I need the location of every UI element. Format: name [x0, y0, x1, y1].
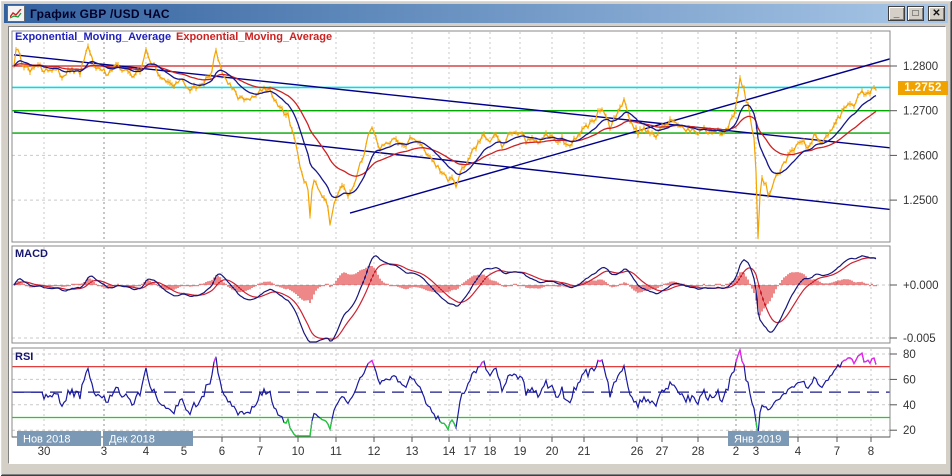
svg-text:Дек 2018: Дек 2018 — [109, 434, 155, 446]
svg-text:3: 3 — [753, 446, 759, 458]
svg-text:4: 4 — [143, 446, 150, 458]
svg-text:7: 7 — [834, 446, 840, 458]
svg-text:60: 60 — [903, 374, 916, 386]
svg-text:7: 7 — [257, 446, 263, 458]
svg-text:21: 21 — [578, 446, 591, 458]
svg-text:28: 28 — [692, 446, 705, 458]
svg-text:1.2600: 1.2600 — [903, 150, 938, 162]
svg-text:20: 20 — [546, 446, 559, 458]
svg-text:6: 6 — [219, 446, 225, 458]
chart-workspace — [8, 26, 946, 464]
minimize-button[interactable]: _ — [888, 6, 905, 21]
svg-text:+0.000: +0.000 — [903, 280, 939, 292]
svg-text:11: 11 — [330, 446, 342, 458]
svg-text:1.2800: 1.2800 — [903, 61, 938, 73]
svg-text:-0.005: -0.005 — [903, 333, 936, 345]
svg-text:17: 17 — [464, 446, 477, 458]
svg-text:10: 10 — [292, 446, 305, 458]
svg-text:18: 18 — [484, 446, 497, 458]
legend-ema-slow: Exponential_Moving_Average — [176, 31, 333, 43]
svg-text:8: 8 — [868, 446, 874, 458]
rsi-panel-label: RSI — [15, 351, 34, 363]
chart-icon — [7, 5, 25, 22]
svg-text:12: 12 — [368, 446, 381, 458]
svg-text:30: 30 — [38, 446, 51, 458]
close-button[interactable]: ✕ — [928, 6, 945, 21]
svg-text:Нов 2018: Нов 2018 — [23, 434, 70, 446]
svg-text:13: 13 — [406, 446, 419, 458]
title-bar[interactable]: График GBP /USD ЧАС _ □ ✕ — [4, 4, 948, 23]
svg-text:5: 5 — [181, 446, 187, 458]
maximize-button[interactable]: □ — [907, 6, 924, 21]
svg-text:19: 19 — [514, 446, 527, 458]
svg-text:14: 14 — [443, 446, 456, 458]
svg-text:40: 40 — [903, 400, 916, 412]
svg-text:4: 4 — [795, 446, 802, 458]
svg-text:1.2500: 1.2500 — [903, 195, 938, 207]
svg-text:1.2700: 1.2700 — [903, 106, 938, 118]
svg-text:20: 20 — [903, 425, 916, 437]
svg-text:2: 2 — [733, 446, 739, 458]
macd-panel-label: MACD — [15, 248, 48, 260]
svg-text:26: 26 — [631, 446, 644, 458]
legend-ema-fast: Exponential_Moving_Average — [15, 31, 172, 43]
svg-text:Янв 2019: Янв 2019 — [734, 434, 781, 446]
svg-text:80: 80 — [903, 349, 916, 361]
current-price-badge: 1.2752 — [898, 81, 948, 95]
svg-text:3: 3 — [101, 446, 107, 458]
svg-text:27: 27 — [656, 446, 669, 458]
window-title: График GBP /USD ЧАС — [30, 6, 170, 21]
